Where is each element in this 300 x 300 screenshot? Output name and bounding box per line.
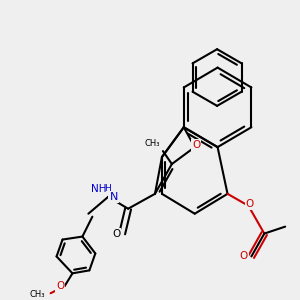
- Text: N: N: [110, 192, 118, 202]
- Text: O: O: [112, 229, 120, 238]
- Text: H: H: [104, 184, 111, 193]
- Text: CH₃: CH₃: [29, 290, 45, 299]
- Text: NH: NH: [91, 184, 107, 194]
- Text: O: O: [192, 140, 200, 150]
- Text: O: O: [240, 251, 248, 261]
- Text: CH₃: CH₃: [144, 139, 160, 148]
- Text: O: O: [246, 199, 254, 209]
- Text: O: O: [56, 281, 64, 291]
